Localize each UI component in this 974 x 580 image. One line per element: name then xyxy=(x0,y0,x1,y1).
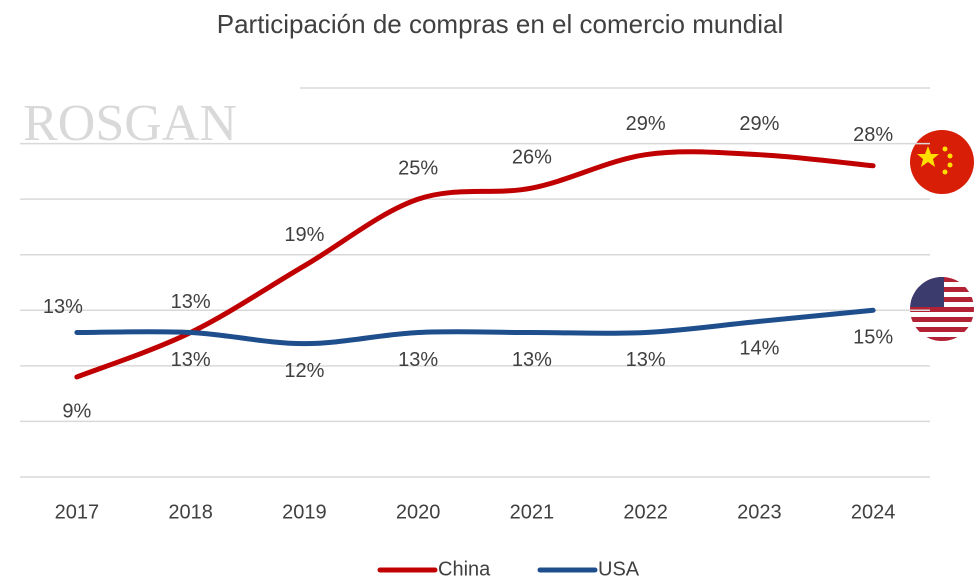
line xyxy=(74,149,876,380)
data-label: 13% xyxy=(171,349,211,371)
x-tick-label: 2018 xyxy=(168,501,213,523)
data-label: 13% xyxy=(398,349,438,371)
data-label: 13% xyxy=(626,349,666,371)
x-tick-label: 2017 xyxy=(55,501,100,523)
data-label: 29% xyxy=(739,113,779,135)
data-label: 26% xyxy=(512,146,552,168)
x-tick-label: 2019 xyxy=(282,501,327,523)
data-label: 13% xyxy=(171,291,211,313)
data-label: 19% xyxy=(284,224,324,246)
data-label: 14% xyxy=(739,338,779,360)
data-label: 9% xyxy=(62,400,91,422)
x-tick-label: 2021 xyxy=(510,501,555,523)
legend-label: China xyxy=(438,558,491,580)
x-tick-label: 2023 xyxy=(737,501,782,523)
china-flag xyxy=(910,130,974,194)
data-label: 25% xyxy=(398,157,438,179)
data-label: 13% xyxy=(512,349,552,371)
line xyxy=(74,307,876,347)
x-tick-label: 2024 xyxy=(851,501,896,523)
x-tick-label: 2022 xyxy=(623,501,668,523)
usa-flag xyxy=(910,277,974,341)
legend-label: USA xyxy=(598,558,640,580)
data-label: 29% xyxy=(626,113,666,135)
data-label: 12% xyxy=(284,360,324,382)
chart-title: Participación de compras en el comercio … xyxy=(217,9,784,39)
x-tick-label: 2020 xyxy=(396,501,441,523)
data-label: 13% xyxy=(43,296,83,318)
data-label: 28% xyxy=(853,124,893,146)
watermark: ROSGAN xyxy=(23,95,237,152)
data-label: 15% xyxy=(853,327,893,349)
